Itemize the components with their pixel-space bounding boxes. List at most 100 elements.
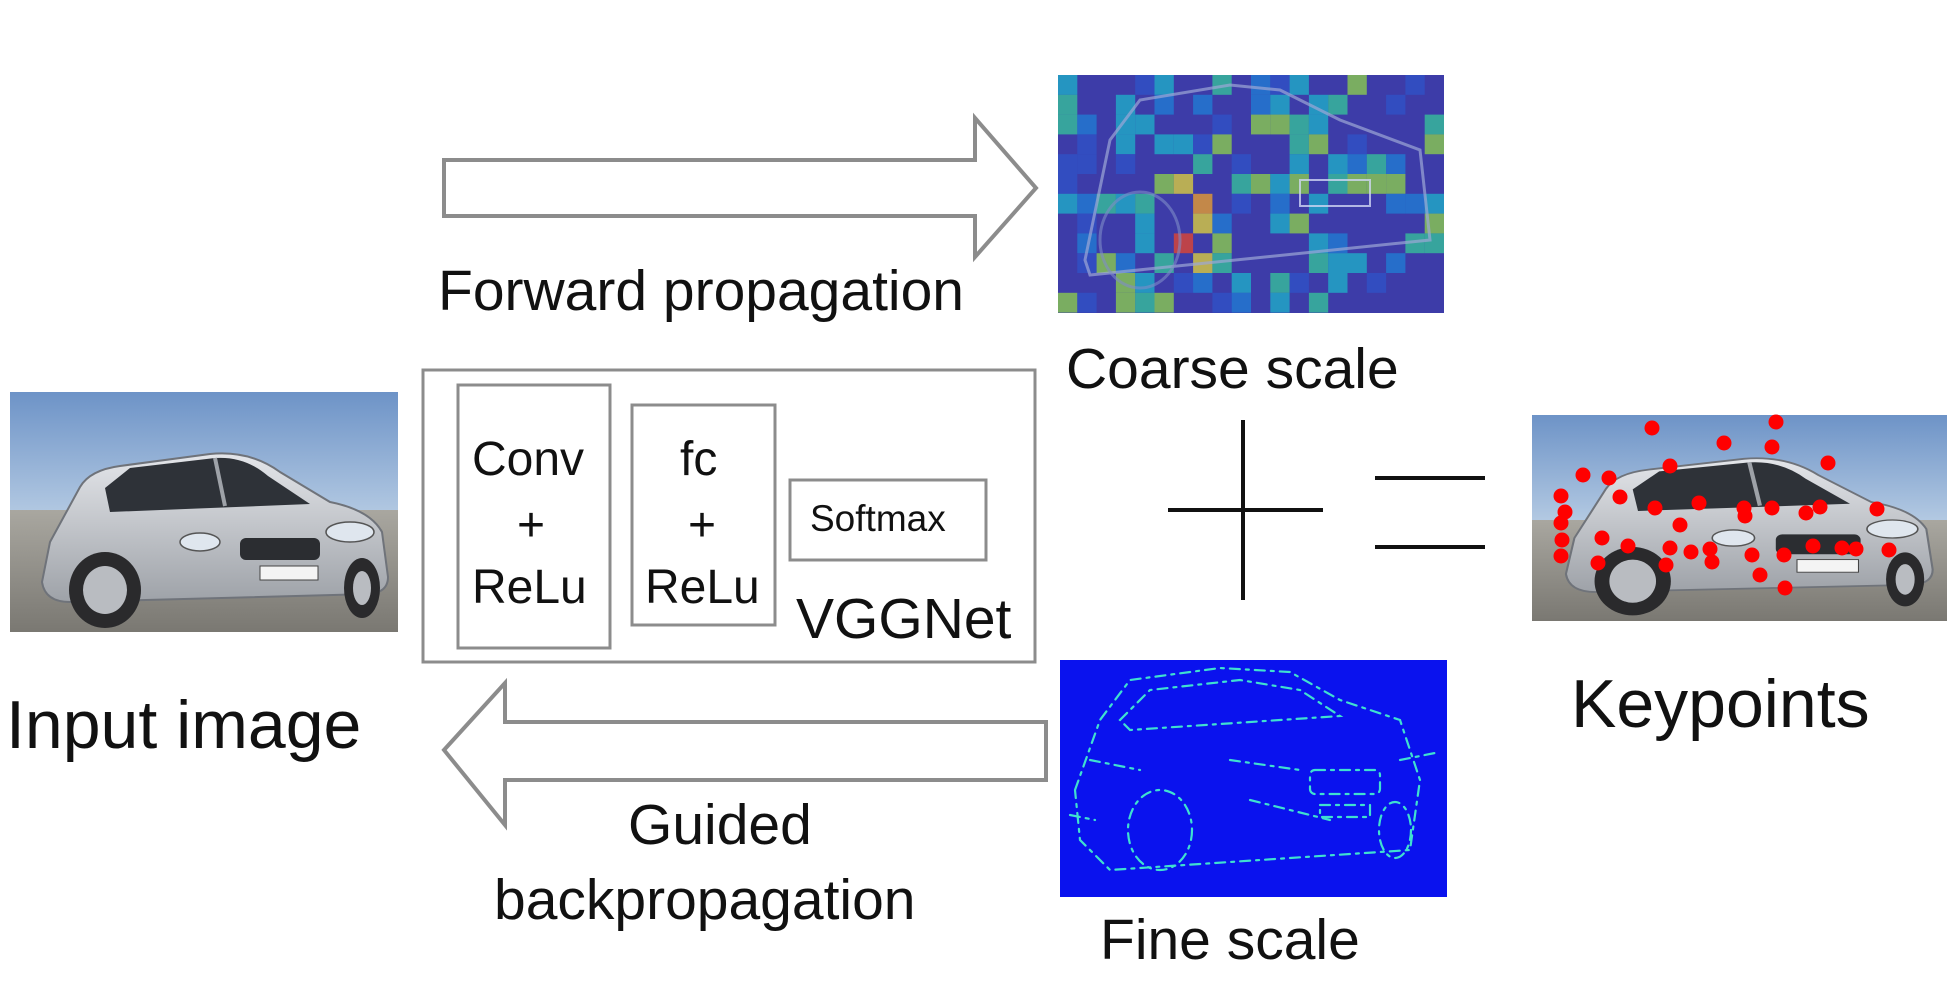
coarse-scale-label: Coarse scale (1066, 337, 1399, 401)
heatmap-cell (1328, 174, 1348, 194)
keypoint-dot (1594, 530, 1610, 546)
heatmap-cell (1308, 233, 1329, 254)
heatmap-cell (1058, 154, 1078, 174)
heatmap-cell (1115, 253, 1136, 273)
forward-propagation-label: Forward propagation (438, 259, 964, 323)
keypoint-dot (1764, 439, 1780, 455)
heatmap-cell (1212, 253, 1232, 273)
keypoint-dot (1590, 555, 1606, 571)
keypoint-dot (1776, 547, 1792, 563)
fine-edge-map (1060, 660, 1447, 897)
keypoint-dot (1820, 455, 1836, 471)
fc-relu-label: ReLu (645, 561, 760, 614)
keypoint-dot (1662, 458, 1678, 474)
heatmap-cell (1231, 154, 1251, 174)
heatmap-cell (1135, 273, 1155, 293)
heatmap-cell (1347, 174, 1367, 194)
keypoint-dot (1737, 508, 1753, 524)
heatmap-cell (1270, 213, 1290, 234)
fc-relu-box (630, 403, 777, 627)
heatmap-cell (1212, 213, 1232, 234)
heatmap-cell (1077, 193, 1097, 214)
guided-label-line1: Guided (628, 793, 812, 857)
guided-label-line2: backpropagation (494, 868, 916, 932)
heatmap-cell (1173, 233, 1194, 254)
heatmap-cell (1366, 154, 1387, 174)
heatmap-cell (1424, 114, 1444, 135)
heatmap-cell (1251, 94, 1271, 115)
heatmap-cell (1251, 174, 1271, 194)
heatmap-cell (1115, 292, 1136, 313)
heatmap-cell (1289, 114, 1309, 135)
heatmap-cell (1405, 193, 1425, 214)
heatmap-cell (1308, 134, 1329, 155)
coarse-heatmap (1058, 75, 1444, 313)
heatmap-cell (1289, 75, 1309, 95)
heatmap-cell (1289, 134, 1309, 155)
conv-plus-label: + (517, 499, 546, 552)
heatmap-cell (1058, 114, 1078, 135)
heatmap-cell (1193, 273, 1213, 293)
heatmap-cell (1135, 75, 1155, 95)
heatmap-cell (1231, 193, 1251, 214)
keypoint-dot (1658, 557, 1674, 573)
keypoint-dot (1553, 515, 1569, 531)
heatmap-cell (1366, 174, 1387, 194)
heatmap-cell (1193, 213, 1213, 234)
heatmap-cell (1424, 193, 1444, 214)
equals-operator (1375, 476, 1485, 549)
vggnet-box (421, 368, 1037, 664)
heatmap-cell (1058, 292, 1078, 313)
forward-arrow (442, 112, 1039, 263)
heatmap-cell (1424, 233, 1444, 254)
keypoint-dot (1764, 500, 1780, 516)
keypoints-label: Keypoints (1571, 666, 1870, 742)
heatmap-cell (1270, 174, 1290, 194)
plus-operator (1168, 420, 1323, 600)
heatmap-cell (1270, 292, 1290, 313)
heatmap-cell (1193, 154, 1213, 174)
keypoint-dot (1554, 532, 1570, 548)
heatmap-cell (1289, 213, 1309, 234)
heatmap-cell (1115, 114, 1136, 135)
keypoint-dot (1553, 488, 1569, 504)
heatmap-cell (1347, 134, 1367, 155)
keypoint-dot (1798, 505, 1814, 521)
keypoint-dot (1601, 470, 1617, 486)
input-image-label: Input image (6, 687, 362, 763)
heatmap-cell (1115, 134, 1136, 155)
keypoint-dot (1812, 499, 1828, 515)
heatmap-cell (1154, 292, 1174, 313)
heatmap-cell (1115, 94, 1136, 115)
heatmap-cell (1077, 114, 1097, 135)
keypoint-dot (1575, 467, 1591, 483)
heatmap-cell (1135, 114, 1155, 135)
heatmap-cell (1212, 233, 1232, 254)
heatmap-cell (1193, 134, 1213, 155)
keypoint-dot (1644, 420, 1660, 436)
heatmap-cell (1135, 213, 1155, 234)
heatmap-cell (1366, 273, 1387, 293)
heatmap-cell (1173, 174, 1194, 194)
heatmap-cell (1115, 273, 1136, 293)
heatmap-cell (1347, 75, 1367, 95)
keypoint-dot (1805, 538, 1821, 554)
keypoint-dot (1702, 541, 1718, 557)
heatmap-cell (1308, 292, 1329, 313)
heatmap-cell (1386, 94, 1406, 115)
keypoint-dot (1683, 544, 1699, 560)
heatmap-cell (1058, 174, 1078, 194)
heatmap-cell (1154, 134, 1174, 155)
heatmap-cell (1308, 193, 1329, 214)
heatmap-cell (1058, 75, 1078, 95)
heatmap-cell (1212, 292, 1232, 313)
keypoint-dot (1691, 495, 1707, 511)
heatmap-cell (1135, 292, 1155, 313)
heatmap-cell (1173, 273, 1194, 293)
heatmap-cell (1328, 273, 1348, 293)
heatmap-cell (1154, 94, 1174, 115)
heatmap-cell (1135, 233, 1155, 254)
heatmap-cell (1424, 134, 1444, 155)
heatmap-cell (1231, 273, 1251, 293)
heatmap-cell (1386, 154, 1406, 174)
